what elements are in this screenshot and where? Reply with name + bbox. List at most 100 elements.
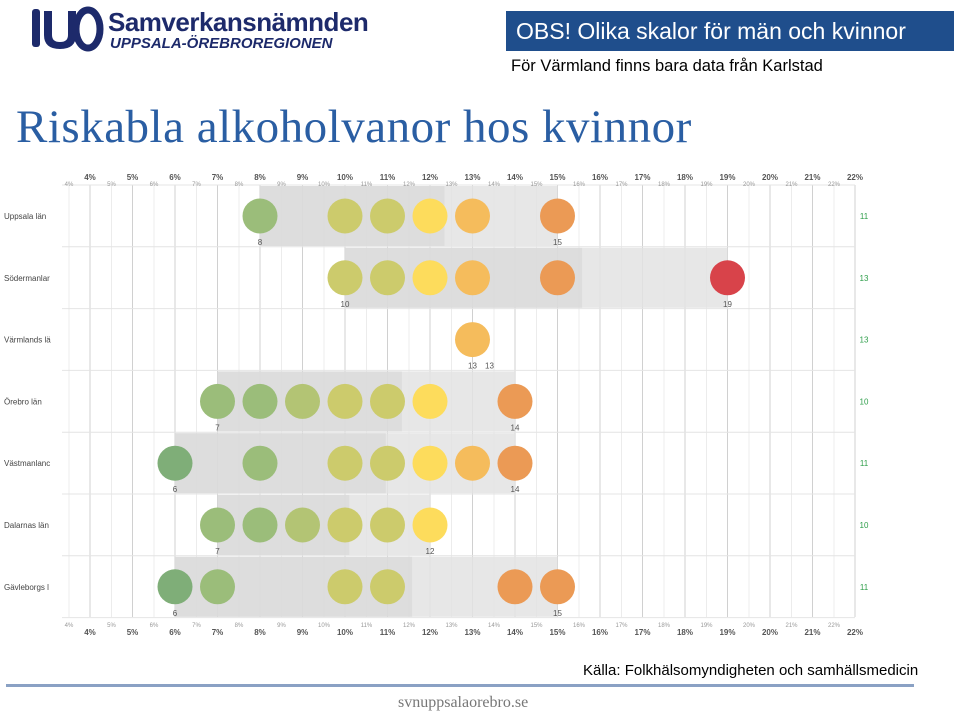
min-label: 6 bbox=[173, 609, 178, 618]
x-tick-bottom: 12% bbox=[422, 628, 438, 637]
x-tick-bottom: 4% bbox=[84, 628, 96, 637]
data-point bbox=[285, 383, 320, 419]
x-minor-tick-top: 19% bbox=[700, 182, 713, 188]
x-minor-tick-bottom: 14% bbox=[488, 623, 501, 629]
data-point bbox=[412, 260, 448, 296]
data-point bbox=[497, 569, 533, 605]
x-minor-tick-bottom: 16% bbox=[573, 623, 586, 629]
max-label: 15 bbox=[553, 238, 562, 247]
x-tick-bottom: 22% bbox=[847, 628, 863, 637]
x-tick-bottom: 15% bbox=[549, 628, 565, 637]
x-tick-top: 11% bbox=[380, 173, 396, 182]
x-tick-bottom: 8% bbox=[254, 628, 266, 637]
data-point bbox=[412, 383, 448, 419]
x-tick-top: 16% bbox=[592, 173, 608, 182]
data-point bbox=[370, 198, 405, 234]
x-minor-tick-bottom: 13% bbox=[445, 623, 458, 629]
x-minor-tick-top: 11% bbox=[361, 182, 373, 188]
data-point bbox=[327, 569, 363, 605]
x-minor-tick-top: 5% bbox=[107, 182, 116, 188]
row-value: 11 bbox=[860, 459, 869, 468]
x-tick-bottom: 20% bbox=[762, 628, 778, 637]
x-minor-tick-top: 13% bbox=[445, 182, 458, 188]
range-band-inner bbox=[217, 495, 350, 555]
x-minor-tick-bottom: 18% bbox=[658, 623, 671, 629]
row-label: Uppsala län bbox=[4, 212, 46, 221]
x-minor-tick-bottom: 21% bbox=[785, 623, 798, 629]
row-value: 13 bbox=[860, 274, 869, 283]
x-minor-tick-top: 9% bbox=[277, 182, 286, 188]
max-label: 19 bbox=[723, 300, 732, 309]
x-tick-top: 6% bbox=[169, 173, 181, 182]
dot-range-chart: 4% 4% 5% 5% 6% 6% 7% 7% 8% 8% 9% 9% 10% 10% 11% 11% 12% 1… bbox=[4, 173, 869, 637]
x-tick-bottom: 14% bbox=[507, 628, 523, 637]
row-value: 11 bbox=[860, 583, 869, 592]
max-label: 14 bbox=[511, 423, 520, 432]
data-point bbox=[497, 383, 533, 419]
x-minor-tick-bottom: 6% bbox=[150, 623, 159, 629]
x-tick-top: 4% bbox=[84, 173, 96, 182]
x-minor-tick-top: 20% bbox=[743, 182, 756, 188]
x-tick-bottom: 10% bbox=[337, 628, 353, 637]
x-minor-tick-top: 22% bbox=[828, 182, 841, 188]
x-tick-top: 15% bbox=[549, 173, 565, 182]
row-value: 10 bbox=[860, 397, 869, 406]
x-minor-tick-top: 15% bbox=[530, 182, 543, 188]
notice-banner: OBS! Olika skalor för män och kvinnor bbox=[506, 11, 954, 51]
x-minor-tick-top: 7% bbox=[192, 182, 201, 188]
x-tick-bottom: 17% bbox=[634, 628, 650, 637]
data-point bbox=[327, 383, 363, 419]
x-minor-tick-bottom: 17% bbox=[615, 623, 628, 629]
min-label: 13 bbox=[468, 362, 477, 371]
footer-url: svnuppsalaorebro.se bbox=[398, 694, 529, 711]
data-point bbox=[710, 260, 745, 296]
max-label: 13 bbox=[485, 362, 494, 371]
logo-mark-icon bbox=[32, 6, 104, 52]
max-label: 15 bbox=[553, 609, 562, 618]
logo-region: UPPSALA-ÖREBROREGIONEN bbox=[110, 35, 333, 52]
x-tick-top: 19% bbox=[719, 173, 735, 182]
row-label: Södermanlar bbox=[4, 274, 50, 283]
min-label: 7 bbox=[215, 423, 220, 432]
max-label: 14 bbox=[511, 485, 520, 494]
data-point bbox=[242, 198, 278, 234]
data-point bbox=[370, 445, 405, 481]
subtitle: För Värmland finns bara data från Karlst… bbox=[511, 57, 823, 75]
x-minor-tick-top: 4% bbox=[65, 182, 74, 188]
x-minor-tick-bottom: 22% bbox=[828, 623, 841, 629]
x-minor-tick-top: 16% bbox=[573, 182, 586, 188]
data-point bbox=[200, 569, 235, 605]
x-minor-tick-bottom: 7% bbox=[192, 623, 201, 629]
data-point bbox=[327, 507, 363, 543]
min-label: 10 bbox=[341, 300, 350, 309]
row-label: Dalarnas län bbox=[4, 521, 49, 530]
x-tick-bottom: 21% bbox=[804, 628, 820, 637]
x-minor-tick-top: 10% bbox=[318, 182, 331, 188]
x-minor-tick-bottom: 5% bbox=[107, 623, 116, 629]
x-tick-top: 14% bbox=[507, 173, 523, 182]
x-tick-bottom: 11% bbox=[380, 628, 396, 637]
data-point bbox=[540, 260, 575, 296]
data-point bbox=[540, 198, 575, 234]
x-minor-tick-top: 6% bbox=[150, 182, 159, 188]
x-tick-bottom: 19% bbox=[719, 628, 735, 637]
logo: Samverkansnämnden UPPSALA-ÖREBROREGIONEN bbox=[30, 5, 369, 55]
row-value: 13 bbox=[860, 336, 869, 345]
x-tick-bottom: 7% bbox=[212, 628, 224, 637]
x-tick-top: 12% bbox=[422, 173, 438, 182]
x-tick-bottom: 16% bbox=[592, 628, 608, 637]
data-point bbox=[370, 260, 405, 296]
data-point bbox=[370, 569, 405, 605]
x-minor-tick-bottom: 19% bbox=[700, 623, 713, 629]
data-point bbox=[157, 569, 193, 605]
data-point bbox=[455, 198, 490, 234]
data-point bbox=[242, 507, 278, 543]
data-point bbox=[412, 507, 448, 543]
data-point bbox=[455, 322, 490, 358]
data-point bbox=[370, 507, 405, 543]
x-tick-bottom: 9% bbox=[297, 628, 309, 637]
x-minor-tick-top: 17% bbox=[615, 182, 628, 188]
page-title: Riskabla alkoholvanor hos kvinnor bbox=[16, 101, 692, 153]
x-tick-top: 20% bbox=[762, 173, 778, 182]
x-minor-tick-bottom: 10% bbox=[318, 623, 331, 629]
